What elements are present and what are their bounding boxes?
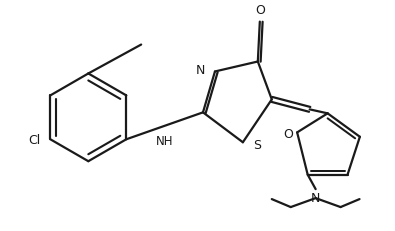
Text: O: O (283, 127, 293, 140)
Text: Cl: Cl (28, 133, 40, 146)
Text: NH: NH (156, 134, 173, 147)
Text: O: O (255, 4, 265, 17)
Text: S: S (253, 138, 261, 151)
Text: N: N (196, 64, 205, 77)
Text: N: N (311, 191, 320, 204)
